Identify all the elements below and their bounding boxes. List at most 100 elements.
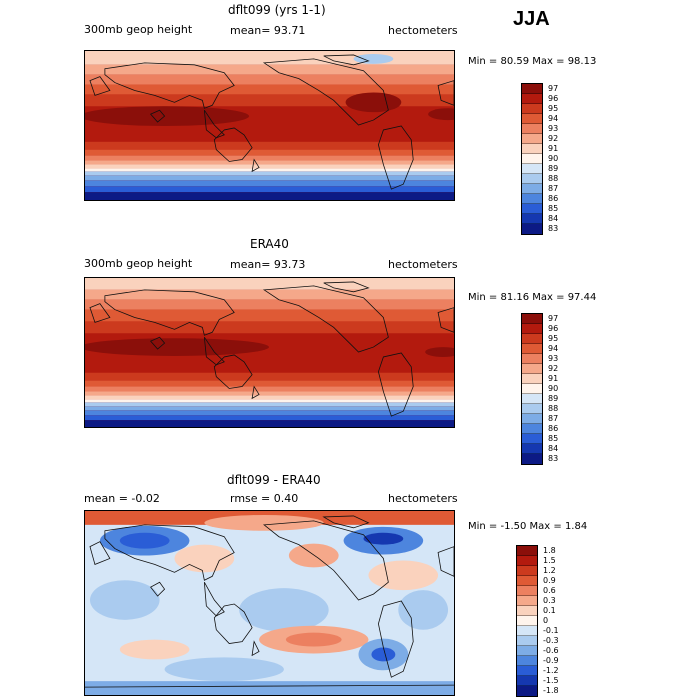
colorbar-swatch [517, 596, 537, 606]
map-canvas [85, 511, 454, 695]
colorbar-swatch [522, 324, 542, 334]
colorbar-labels: 1.8 1.5 1.2 0.9 0.6 0.3 0.1 0 -0.1 -0.3 … [543, 546, 559, 696]
colorbar-swatch [522, 454, 542, 464]
colorbar-label: 90 [548, 154, 559, 163]
colorbar-swatch [522, 314, 542, 324]
colorbar-swatch [517, 686, 537, 696]
colorbar-label: 0.1 [543, 606, 556, 615]
colorbar-label: 1.2 [543, 566, 556, 575]
colorbar-label: 85 [548, 434, 559, 443]
colorbar-swatch [522, 134, 542, 144]
colorbar-label: -0.1 [543, 626, 559, 635]
colorbar-swatch [517, 626, 537, 636]
colorbar-swatch [517, 646, 537, 656]
colorbar-label: 1.8 [543, 546, 556, 555]
colorbar-label: 86 [548, 194, 559, 203]
colorbar-label: 96 [548, 324, 559, 333]
colorbar-swatch [522, 184, 542, 194]
colorbar-label: 94 [548, 344, 559, 353]
colorbar-label: 1.5 [543, 556, 556, 565]
rmse-label: rmse = 0.40 [230, 492, 299, 505]
colorbar-label: 0.3 [543, 596, 556, 605]
colorbar-label: 91 [548, 374, 559, 383]
map-canvas [85, 51, 454, 200]
colorbar-swatch [522, 354, 542, 364]
colorbar-swatch [522, 144, 542, 154]
colorbar-swatch [517, 636, 537, 646]
colorbar-label: 90 [548, 384, 559, 393]
colorbar-label: 0.9 [543, 576, 556, 585]
colorbar-label: 95 [548, 104, 559, 113]
colorbar-swatch [522, 394, 542, 404]
colorbar-swatch [522, 214, 542, 224]
colorbar-swatch [522, 434, 542, 444]
colorbar-label: 96 [548, 94, 559, 103]
colorbar-swatch [517, 676, 537, 686]
colorbar-swatch [522, 364, 542, 374]
colorbar-swatch [522, 124, 542, 134]
colorbar-label: 84 [548, 444, 559, 453]
colorbar-swatch [522, 164, 542, 174]
minmax-label: Min = -1.50 Max = 1.84 [468, 521, 588, 532]
colorbar-label: 87 [548, 184, 559, 193]
colorbar-swatch [517, 616, 537, 626]
colorbar-label: 93 [548, 124, 559, 133]
mean-label: mean = -0.02 [84, 492, 160, 505]
colorbar-swatch [522, 224, 542, 234]
colorbar-label: -0.9 [543, 656, 559, 665]
minmax-label: Min = 81.16 Max = 97.44 [468, 292, 597, 303]
colorbar-swatch [517, 586, 537, 596]
panel-title: ERA40 [250, 237, 289, 251]
colorbar-swatch [517, 656, 537, 666]
colorbar-label: -1.8 [543, 686, 559, 695]
colorbar-swatch [522, 414, 542, 424]
colorbar [521, 313, 543, 465]
colorbar-label: 95 [548, 334, 559, 343]
panel-title: dflt099 - ERA40 [227, 473, 321, 487]
colorbar-swatch [517, 566, 537, 576]
colorbar-swatch [522, 424, 542, 434]
field-label: 300mb geop height [84, 257, 193, 270]
colorbar-swatch [522, 154, 542, 164]
colorbar-label: -1.5 [543, 676, 559, 685]
colorbar-label: 92 [548, 134, 559, 143]
colorbar-label: 89 [548, 394, 559, 403]
colorbar-label: 86 [548, 424, 559, 433]
colorbar-swatch [522, 204, 542, 214]
colorbar-label: 83 [548, 454, 559, 463]
mean-label: mean= 93.71 [230, 24, 306, 37]
colorbar-label: 89 [548, 164, 559, 173]
colorbar-swatch [522, 114, 542, 124]
colorbar-label: 87 [548, 414, 559, 423]
colorbar [521, 83, 543, 235]
colorbar-label: 0.6 [543, 586, 556, 595]
colorbar-swatch [522, 194, 542, 204]
colorbar-swatch [522, 344, 542, 354]
colorbar-swatch [522, 104, 542, 114]
units-label: hectometers [388, 258, 458, 271]
panel-title: dflt099 (yrs 1-1) [228, 3, 326, 17]
units-label: hectometers [388, 24, 458, 37]
colorbar-label: 93 [548, 354, 559, 363]
colorbar-swatch [522, 84, 542, 94]
colorbar-swatch [517, 666, 537, 676]
colorbar-label: -1.2 [543, 666, 559, 675]
colorbar-label: 84 [548, 214, 559, 223]
colorbar-label: 92 [548, 364, 559, 373]
colorbar-swatch [522, 94, 542, 104]
minmax-label: Min = 80.59 Max = 98.13 [468, 56, 597, 67]
field-label: 300mb geop height [84, 23, 193, 36]
colorbar-swatch [522, 374, 542, 384]
map-canvas [85, 278, 454, 427]
colorbar-label: -0.3 [543, 636, 559, 645]
colorbar-swatch [517, 546, 537, 556]
colorbar-swatch [522, 334, 542, 344]
colorbar-label: 88 [548, 174, 559, 183]
colorbar-label: 91 [548, 144, 559, 153]
colorbar-labels: 97 96 95 94 93 92 91 90 89 88 87 86 85 8… [548, 314, 558, 464]
colorbar-label: -0.6 [543, 646, 559, 655]
colorbar-swatch [517, 556, 537, 566]
units-label: hectometers [388, 492, 458, 505]
colorbar [516, 545, 538, 697]
map-plot [84, 277, 455, 428]
